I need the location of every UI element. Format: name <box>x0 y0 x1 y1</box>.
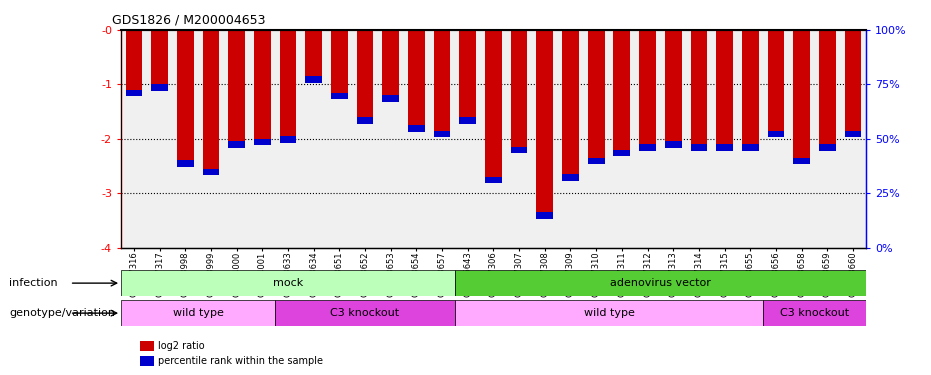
Bar <box>767 130 784 137</box>
Bar <box>228 141 245 148</box>
Text: wild type: wild type <box>172 308 223 318</box>
Bar <box>844 30 861 130</box>
Bar <box>151 84 168 91</box>
Bar <box>383 95 399 102</box>
Bar <box>357 30 373 117</box>
Text: mock: mock <box>273 278 304 288</box>
Bar <box>485 30 502 177</box>
Bar <box>455 270 866 296</box>
Bar <box>151 30 168 84</box>
Bar <box>640 30 655 144</box>
Bar <box>459 30 476 117</box>
Bar <box>254 139 271 145</box>
Bar <box>203 169 220 175</box>
Bar <box>844 130 861 137</box>
Bar <box>716 144 733 151</box>
Bar <box>691 144 708 151</box>
Bar <box>793 158 810 164</box>
Bar <box>587 30 604 158</box>
Bar <box>562 30 579 174</box>
Bar <box>793 30 810 158</box>
Bar <box>536 212 553 219</box>
Bar <box>203 30 220 169</box>
Bar <box>536 30 553 212</box>
Bar <box>434 130 451 137</box>
Bar <box>767 30 784 130</box>
Bar <box>121 300 276 326</box>
Bar <box>279 30 296 136</box>
Bar <box>279 136 296 142</box>
Bar <box>305 76 322 83</box>
Bar <box>331 30 347 93</box>
Bar <box>485 177 502 183</box>
Bar <box>177 160 194 167</box>
Text: genotype/variation: genotype/variation <box>9 308 115 318</box>
Bar <box>511 30 528 147</box>
Bar <box>665 141 681 148</box>
Bar <box>331 93 347 99</box>
Bar <box>614 150 630 156</box>
Bar <box>383 30 399 95</box>
Bar <box>408 30 425 125</box>
Bar <box>126 30 142 90</box>
Bar <box>742 144 759 151</box>
Text: C3 knockout: C3 knockout <box>331 308 399 318</box>
Bar <box>691 30 708 144</box>
Text: adenovirus vector: adenovirus vector <box>610 278 710 288</box>
Bar <box>121 270 455 296</box>
Bar <box>305 30 322 76</box>
Bar <box>357 117 373 123</box>
Bar <box>742 30 759 144</box>
Text: GDS1826 / M200004653: GDS1826 / M200004653 <box>112 13 265 26</box>
Bar <box>716 30 733 144</box>
Bar <box>587 158 604 164</box>
Bar <box>640 144 655 151</box>
Text: percentile rank within the sample: percentile rank within the sample <box>158 356 323 366</box>
Text: log2 ratio: log2 ratio <box>158 341 205 351</box>
Bar <box>228 30 245 141</box>
Bar <box>665 30 681 141</box>
Bar <box>511 147 528 153</box>
Bar <box>455 300 763 326</box>
Bar <box>614 30 630 150</box>
Text: infection: infection <box>9 278 58 288</box>
Bar <box>763 300 866 326</box>
Bar <box>177 30 194 160</box>
Bar <box>408 125 425 132</box>
Text: wild type: wild type <box>584 308 634 318</box>
Bar <box>434 30 451 130</box>
Bar <box>459 117 476 123</box>
Bar <box>562 174 579 181</box>
Bar <box>819 30 836 144</box>
Bar <box>819 144 836 151</box>
Bar <box>254 30 271 139</box>
Bar <box>126 90 142 96</box>
Text: C3 knockout: C3 knockout <box>780 308 849 318</box>
Bar <box>276 300 455 326</box>
